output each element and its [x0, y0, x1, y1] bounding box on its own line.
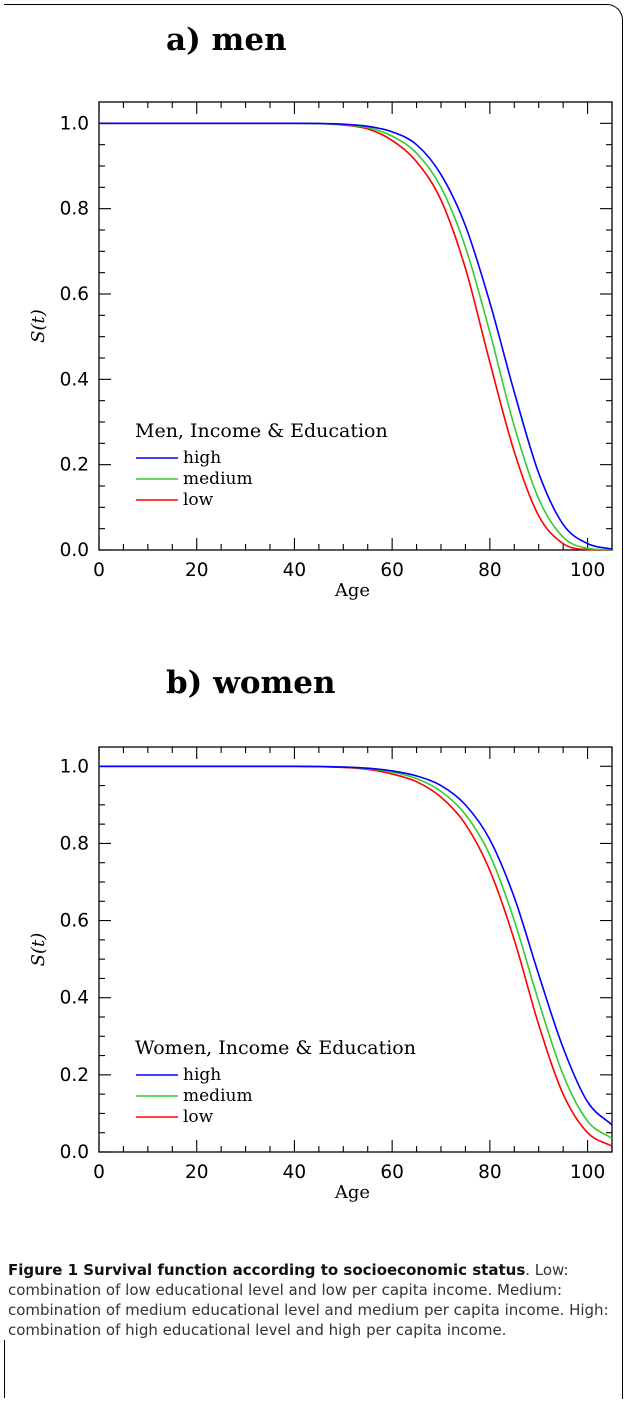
x-tick-label: 0: [93, 560, 105, 581]
plot-frame: [98, 746, 613, 1153]
x-tick-label: 20: [185, 1162, 209, 1183]
panel-b-title: b) women: [166, 665, 336, 701]
legend-label-medium: medium: [183, 1086, 253, 1106]
series-line-low: [99, 122, 613, 551]
series-line-low: [99, 765, 613, 1147]
figure-frame: [4, 4, 623, 1399]
y-tick-label: 0.6: [60, 284, 89, 305]
legend-label-high: high: [183, 1065, 221, 1085]
legend-label-medium: medium: [183, 469, 253, 489]
y-tick-label: 0.2: [60, 1065, 89, 1086]
legend-label-high: high: [183, 448, 221, 468]
legend-label-low: low: [183, 1107, 214, 1127]
y-tick-label: 0.4: [60, 369, 89, 390]
series-line-medium: [99, 765, 613, 1140]
y-tick-label: 1.0: [60, 113, 89, 134]
x-tick-label: 80: [478, 560, 502, 581]
x-tick-label: 60: [380, 560, 404, 581]
caption-bold: Figure 1 Survival function according to …: [8, 1261, 526, 1279]
y-axis-label: S(t): [28, 933, 49, 967]
x-tick-label: 100: [570, 1162, 605, 1183]
plot-frame: [98, 101, 613, 551]
y-tick-label: 0.8: [60, 833, 89, 854]
y-tick-label: 0.2: [60, 455, 89, 476]
chart-women: 0 20 40 60 80 100 0.0 0.2 0.4 0.6 0.8 1.0 Age S(t) Wom…: [28, 746, 613, 1203]
x-axis-label: Age: [334, 1182, 370, 1203]
y-tick-label: 0.6: [60, 911, 89, 932]
panel-a-title: a) men: [166, 22, 287, 58]
y-tick-label: 0.8: [60, 199, 89, 220]
x-tick-label: 100: [570, 560, 605, 581]
caption-text: . Low: combination of low educational le…: [8, 1261, 609, 1339]
legend-label-low: low: [183, 490, 214, 510]
chart-men: 0 20 40 60 80 100 0.0 0.2 0.4 0.6 0.8 1.0 Age S(t) Men…: [28, 101, 613, 601]
x-tick-label: 40: [283, 1162, 307, 1183]
x-axis-label: Age: [334, 580, 370, 601]
series-line-high: [99, 765, 613, 1126]
legend-title: Women, Income & Education: [135, 1037, 416, 1059]
y-axis-label: S(t): [28, 309, 49, 343]
x-tick-label: 80: [478, 1162, 502, 1183]
y-tick-label: 0.4: [60, 988, 89, 1009]
y-tick-label: 0.0: [60, 540, 89, 561]
figure-frame-left-edge: [4, 1340, 5, 1398]
y-tick-label: 0.0: [60, 1142, 89, 1163]
series-line-high: [99, 122, 613, 550]
x-tick-label: 0: [93, 1162, 105, 1183]
legend-title: Men, Income & Education: [135, 420, 388, 442]
series-line-medium: [99, 122, 613, 551]
x-tick-label: 40: [283, 560, 307, 581]
y-tick-label: 1.0: [60, 756, 89, 777]
x-tick-label: 60: [380, 1162, 404, 1183]
x-tick-label: 20: [185, 560, 209, 581]
figure-caption: Figure 1 Survival function according to …: [8, 1260, 618, 1340]
